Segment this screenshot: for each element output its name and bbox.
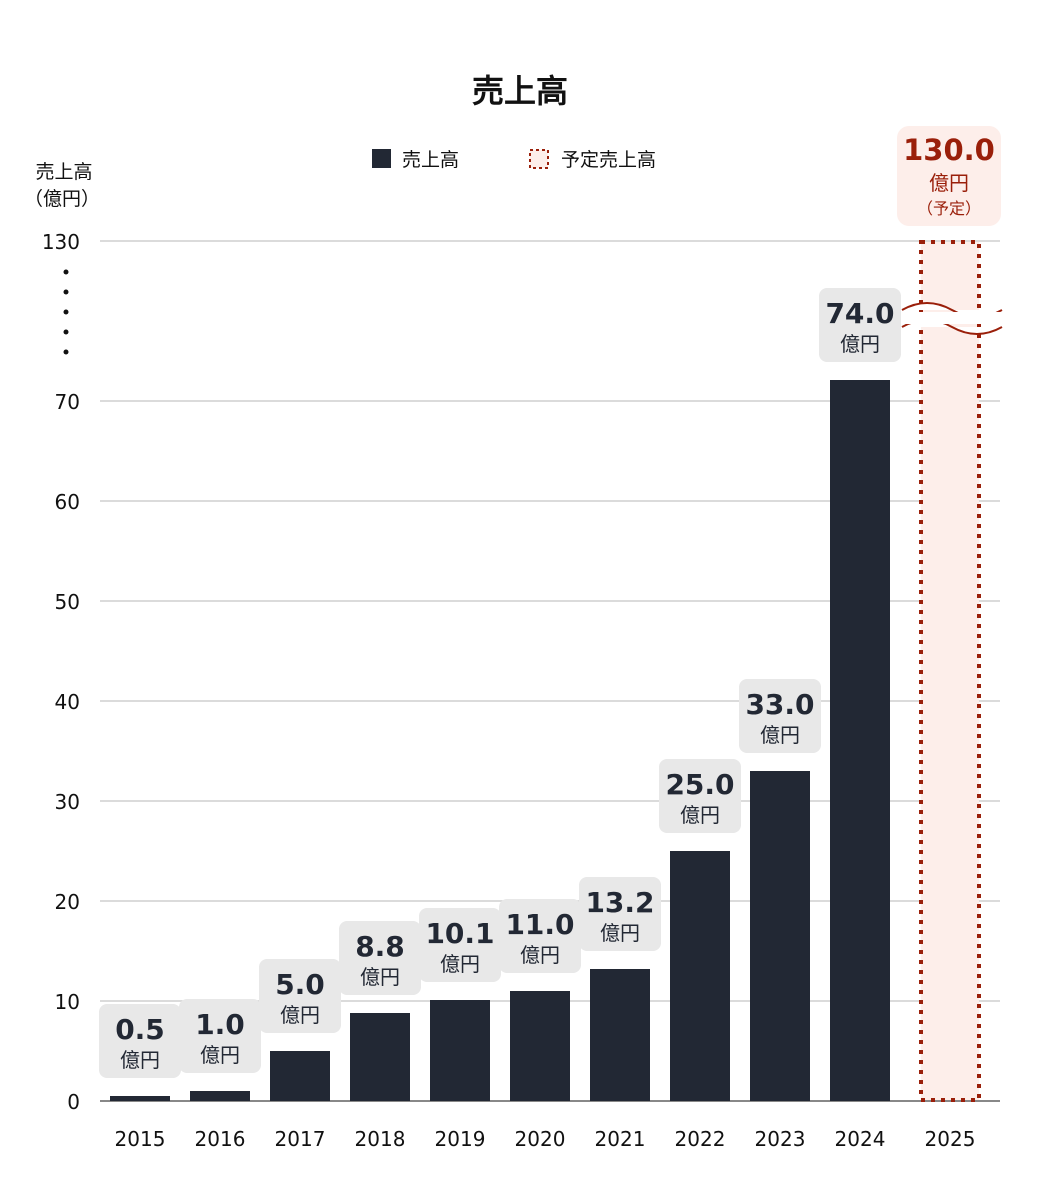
- data-label-box: [739, 679, 821, 753]
- legend-swatch-sales: [372, 149, 391, 168]
- chart-title: 売上高: [472, 72, 568, 110]
- data-label-value: 0.5: [115, 1013, 165, 1046]
- x-tick-label: 2024: [835, 1127, 886, 1151]
- legend-label-sales: 売上高: [402, 149, 459, 171]
- data-label-unit: 億円: [760, 723, 800, 747]
- data-label-value: 33.0: [745, 688, 814, 721]
- data-label-box: [499, 899, 581, 973]
- data-label-value: 74.0: [825, 297, 894, 330]
- x-tick-label: 2015: [115, 1127, 166, 1151]
- data-label-unit: 億円: [520, 943, 560, 967]
- legend-label-forecast: 予定売上高: [561, 149, 656, 171]
- axis-break-dot: [63, 269, 69, 275]
- y-tick-label: 70: [55, 390, 80, 414]
- y-tick-label: 130: [42, 230, 80, 254]
- data-label-value: 1.0: [195, 1008, 245, 1041]
- forecast-label-value: 130.0: [903, 133, 995, 167]
- data-label-unit: 億円: [440, 952, 480, 976]
- data-label-value: 25.0: [665, 768, 734, 801]
- y-tick-label: 60: [55, 490, 80, 514]
- bar-2024: [830, 380, 890, 1101]
- data-label-unit: 億円: [840, 332, 880, 356]
- data-label-box: [819, 288, 901, 362]
- y-tick-label: 20: [55, 890, 80, 914]
- x-tick-label: 2017: [275, 1127, 326, 1151]
- data-label-unit: 億円: [120, 1048, 160, 1072]
- data-label-unit: 億円: [680, 803, 720, 827]
- y-tick-label: 40: [55, 690, 80, 714]
- data-label-value: 13.2: [585, 886, 654, 919]
- bar-2017: [270, 1051, 330, 1101]
- bar-2022: [670, 851, 730, 1101]
- data-label-unit: 億円: [360, 965, 400, 989]
- y-tick-label: 30: [55, 790, 80, 814]
- data-label-unit: 億円: [280, 1003, 320, 1027]
- y-tick-label: 0: [67, 1090, 80, 1114]
- data-label-box: [659, 759, 741, 833]
- axis-break-gap: [903, 312, 1001, 324]
- data-label-value: 8.8: [355, 930, 405, 963]
- y-tick-label: 10: [55, 990, 80, 1014]
- x-tick-label: 2016: [195, 1127, 246, 1151]
- y-axis-unit: （億円）: [24, 188, 100, 210]
- forecast-label-note: （予定）: [917, 199, 981, 218]
- x-tick-label: 2025: [925, 1127, 976, 1151]
- data-label-unit: 億円: [200, 1043, 240, 1067]
- data-label-box: [579, 877, 661, 951]
- bar-2021: [590, 969, 650, 1101]
- forecast-label-box: [897, 126, 1001, 226]
- y-tick-label: 50: [55, 590, 80, 614]
- x-tick-label: 2019: [435, 1127, 486, 1151]
- x-tick-label: 2022: [675, 1127, 726, 1151]
- forecast-label-unit: 億円: [929, 171, 969, 195]
- data-label-box: [99, 1004, 181, 1078]
- data-label-unit: 億円: [600, 921, 640, 945]
- bar-2019: [430, 1000, 490, 1101]
- x-tick-label: 2023: [755, 1127, 806, 1151]
- data-label-value: 11.0: [505, 908, 574, 941]
- data-label-box: [259, 959, 341, 1033]
- data-label-box: [339, 921, 421, 995]
- x-tick-label: 2018: [355, 1127, 406, 1151]
- data-label-value: 5.0: [275, 968, 325, 1001]
- x-tick-label: 2021: [595, 1127, 646, 1151]
- data-label-box: [179, 999, 261, 1073]
- axis-break-dot: [63, 289, 69, 295]
- data-label-box: [419, 908, 501, 982]
- bar-2016: [190, 1091, 250, 1101]
- data-label-value: 10.1: [425, 917, 494, 950]
- axis-break-dot: [63, 349, 69, 355]
- axis-break-dot: [63, 329, 69, 335]
- bar-2023: [750, 771, 810, 1101]
- legend-swatch-forecast: [529, 149, 549, 169]
- bar-2018: [350, 1013, 410, 1101]
- bar-2015: [110, 1096, 170, 1101]
- bar-2025-forecast: [919, 240, 981, 1102]
- axis-break-dot: [63, 309, 69, 315]
- y-axis-label: 売上高: [35, 161, 92, 183]
- bar-2020: [510, 991, 570, 1101]
- x-tick-label: 2020: [515, 1127, 566, 1151]
